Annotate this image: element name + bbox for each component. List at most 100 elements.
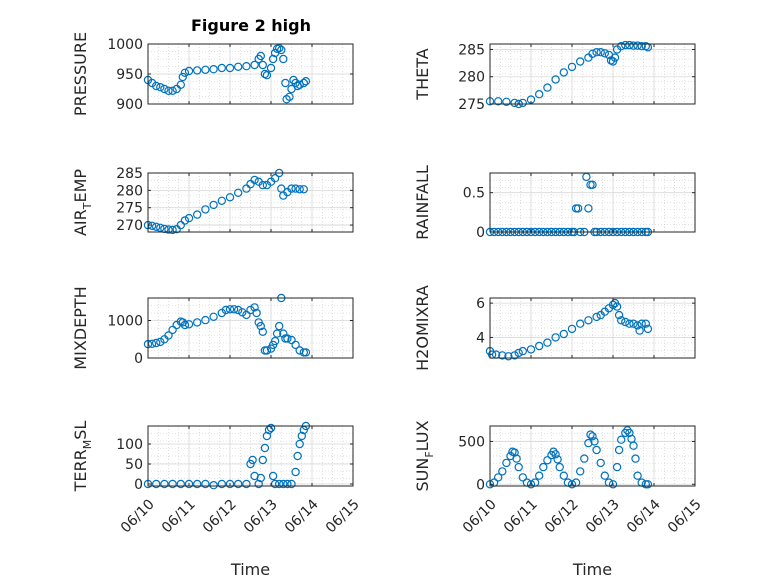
data-point — [151, 479, 161, 489]
data-point — [494, 97, 503, 106]
data-point — [258, 180, 267, 190]
data-point — [608, 300, 618, 310]
data-point — [233, 305, 243, 315]
y-axis-label-main: PRESSURE — [71, 32, 90, 116]
data-point — [279, 329, 288, 338]
data-point — [535, 341, 544, 351]
data-point — [295, 439, 304, 449]
data-point — [250, 175, 259, 185]
data-point — [192, 66, 202, 75]
data-point — [270, 336, 280, 346]
x-tick-label: 06/10 — [118, 496, 158, 536]
data-point — [621, 428, 630, 438]
subplot-5: 0 1000 MIXDEPTH — [71, 286, 354, 370]
data-point — [295, 185, 304, 194]
y-tick-label: 1000 — [107, 314, 143, 330]
data-point — [301, 76, 311, 86]
data-point — [535, 89, 544, 99]
data-point — [225, 479, 235, 489]
y-tick-label: 4 — [476, 330, 485, 346]
data-point — [559, 471, 569, 480]
data-point — [600, 471, 610, 480]
data-point — [246, 459, 255, 469]
x-axis-label: Time — [572, 560, 612, 579]
data-point — [502, 458, 511, 468]
data-point — [277, 45, 286, 55]
data-point — [242, 479, 251, 489]
data-point — [612, 302, 622, 311]
x-tick-label: 06/14 — [624, 496, 664, 536]
data-point — [559, 68, 569, 77]
data-point — [279, 54, 288, 64]
y-axis-label-main: RAINFALL — [413, 165, 432, 240]
data-point — [584, 204, 593, 213]
data-point — [233, 62, 243, 72]
data-point — [250, 303, 259, 312]
data-point — [209, 200, 218, 210]
data-point — [614, 310, 624, 320]
y-axis-label: PRESSURE — [71, 32, 90, 116]
axes-box — [147, 172, 354, 233]
data-point — [621, 317, 630, 327]
y-tick-label: 285 — [116, 166, 143, 182]
data-point — [549, 447, 558, 456]
data-point — [256, 51, 265, 61]
data-point — [258, 455, 267, 465]
data-point — [258, 60, 267, 70]
data-point — [539, 462, 548, 472]
data-point — [260, 69, 270, 79]
y-axis-label-tail: SL — [71, 421, 90, 440]
subplot-1: 900 950 1000 PRESSURE — [71, 32, 354, 116]
data-point — [176, 479, 185, 489]
data-point — [559, 329, 569, 339]
data-point — [514, 462, 523, 472]
data-point — [248, 455, 257, 465]
data-point — [629, 441, 638, 450]
y-axis-label: MIXDEPTH — [71, 286, 90, 369]
y-axis-label: THETA — [413, 48, 432, 100]
subplot-7: 0 50 100 06/10 06/11 06/12 06/13 06/14 06/15 Time… — [71, 421, 363, 579]
y-tick-label: 280 — [458, 70, 485, 86]
data-point — [494, 473, 503, 482]
data-point — [502, 97, 511, 107]
data-point — [180, 68, 190, 78]
y-tick-label: 0 — [476, 477, 485, 493]
y-axis-label-subscript: F — [423, 451, 436, 457]
data-point — [156, 337, 165, 347]
data-point — [576, 319, 585, 328]
data-point — [201, 65, 210, 75]
y-axis-label: TERRMSL — [71, 421, 94, 493]
data-point — [510, 351, 519, 360]
data-point — [287, 184, 296, 193]
axes-box — [489, 172, 696, 233]
data-point — [291, 467, 300, 477]
data-point — [510, 448, 519, 457]
data-point — [614, 445, 624, 455]
y-tick-label: 275 — [116, 201, 143, 217]
data-point — [281, 78, 290, 88]
data-point — [233, 479, 243, 489]
data-point — [266, 63, 276, 73]
data-point — [567, 62, 577, 72]
data-point — [293, 451, 302, 461]
data-point — [295, 80, 304, 90]
y-tick-label: 0.5 — [463, 186, 485, 202]
data-point — [512, 454, 521, 463]
data-point — [168, 479, 177, 489]
y-axis-label-main: SUN — [413, 458, 432, 492]
data-point — [246, 179, 255, 189]
data-point — [543, 83, 552, 92]
data-point — [576, 467, 585, 476]
data-point — [252, 308, 261, 318]
data-point — [588, 432, 597, 441]
data-point — [608, 480, 618, 489]
data-point — [238, 308, 247, 317]
data-point — [275, 44, 284, 53]
x-tick-label: 06/15 — [323, 496, 363, 536]
figure-title: Figure 2 high — [191, 16, 311, 35]
data-point — [229, 305, 239, 314]
data-point — [643, 480, 653, 489]
data-point — [610, 53, 620, 62]
y-axis-label-tail: LUX — [413, 420, 432, 451]
x-tick-label: 06/13 — [583, 496, 623, 536]
